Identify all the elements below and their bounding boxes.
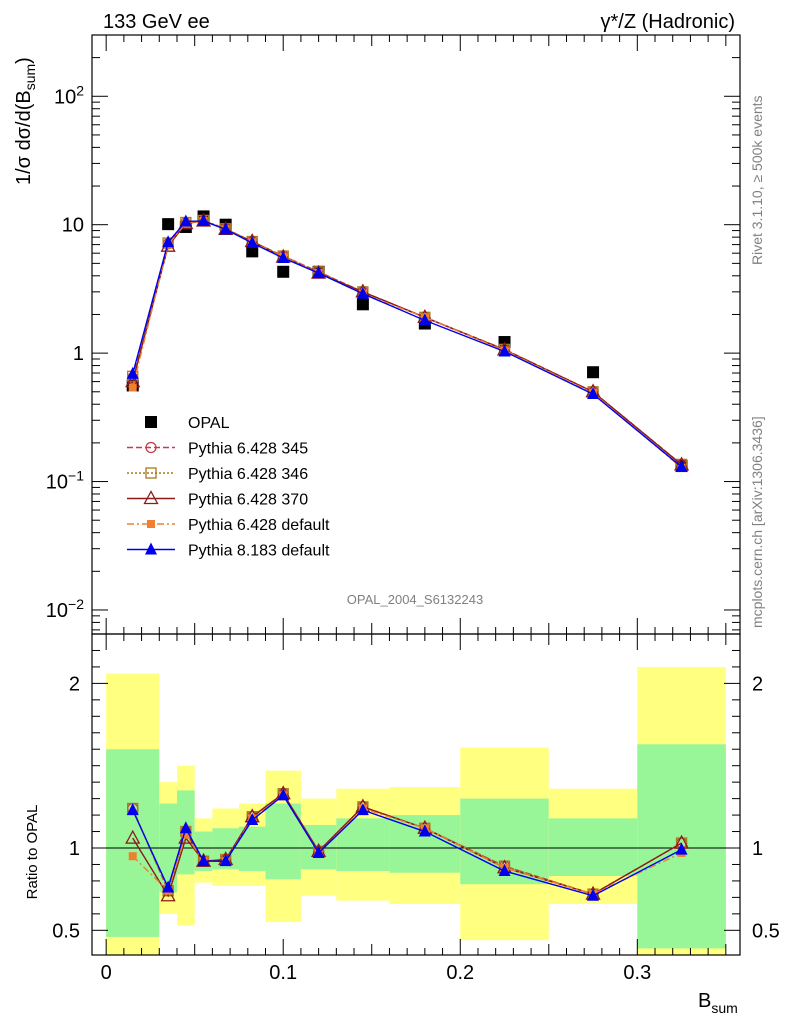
main-point-5-11	[587, 387, 600, 400]
main-point-5-4	[219, 222, 232, 235]
ratio-point-4-0	[126, 803, 139, 816]
main-point-5-6	[277, 251, 290, 264]
legend-marker-1	[145, 441, 157, 454]
mcplots-credit-text: mcplots.cern.ch [arXiv:1306.3436]	[749, 416, 765, 628]
main-ytick-label-2: 1	[73, 343, 84, 365]
main-ytick-exp-4: 2	[76, 82, 84, 98]
header-left-title: 133 GeV ee	[103, 11, 210, 33]
ratio-ytick-label-left-0: 0.5	[52, 920, 80, 942]
analysis-watermark: OPAL_2004_S6132243	[347, 592, 483, 607]
main-point-5-10	[498, 344, 511, 357]
xtick-label-1: 0.1	[269, 962, 297, 984]
main-point-5-9	[418, 313, 431, 326]
ratio-ytick-label-right-2: 2	[752, 673, 763, 695]
legend-marker-0	[145, 416, 157, 428]
main-ytick-base-0: 10	[46, 600, 68, 622]
main-point-0-11	[587, 366, 600, 379]
legend-label-0: OPAL	[188, 415, 230, 432]
main-ytick-exp-0: −2	[68, 596, 84, 612]
legend-marker-5	[145, 542, 157, 555]
main-point-5-8	[356, 286, 369, 299]
legend-label-5: Pythia 8.183 default	[188, 543, 330, 560]
legend-label-3: Pythia 6.428 370	[188, 492, 308, 509]
ratio-ytick-label-left-1: 1	[69, 838, 80, 860]
main-y-axis-label-sub: sum	[22, 64, 38, 90]
main-point-5-12	[675, 459, 688, 472]
x-axis-label-text: B	[698, 990, 711, 1012]
ratio-point-4-2	[179, 821, 192, 834]
ratio-point-4-8	[356, 803, 369, 816]
ratio-ytick-label-left-2: 2	[69, 673, 80, 695]
main-ytick-label-4: 102	[54, 82, 84, 108]
legend-label-4: Pythia 6.428 default	[188, 517, 330, 534]
main-point-5-0	[126, 366, 139, 379]
main-ytick-label-3: 10	[62, 215, 84, 237]
main-ytick-label-1: 10−1	[46, 468, 84, 494]
header-right-title: γ*/Z (Hadronic)	[601, 11, 735, 33]
rivet-version-text: Rivet 3.1.10, ≥ 500k events	[749, 95, 765, 265]
main-ytick-label-0: 10−2	[46, 596, 84, 622]
ratio-point-4-6	[277, 788, 290, 801]
ratio-ytick-label-right-1: 1	[752, 838, 763, 860]
ratio-point-4-12	[675, 842, 688, 855]
ratio-point-4-7	[312, 845, 325, 858]
x-axis-label-sub: sum	[711, 1000, 737, 1016]
legend-label-1: Pythia 6.428 345	[188, 441, 308, 458]
xtick-label-3: 0.3	[623, 962, 651, 984]
ratio-frame	[91, 633, 741, 956]
main-point-5-2	[179, 214, 192, 227]
main-y-axis-label-close: )	[13, 57, 35, 64]
legend: OPAL Pythia 6.428 345 Pythia 6.428 346 Pyth…	[127, 415, 330, 560]
main-y-axis-label: 1/σ dσ/d(Bsum)	[13, 57, 38, 185]
main-series-layer	[125, 210, 690, 473]
main-point-4-0	[128, 383, 137, 392]
main-point-0-6	[277, 265, 290, 278]
main-ytick-base-1: 10	[46, 472, 68, 494]
legend-marker-2	[145, 467, 157, 479]
ratio-ytick-label-right-0: 0.5	[752, 920, 780, 942]
ratio-point-4-4	[219, 854, 232, 867]
xtick-label-0: 0	[101, 962, 112, 984]
main-point-5-7	[312, 266, 325, 279]
ratio-point-3-2	[181, 830, 190, 839]
main-point-0-8	[356, 298, 369, 311]
ratio-point-4-9	[418, 824, 431, 837]
legend-label-2: Pythia 6.428 346	[188, 466, 308, 483]
x-axis-label: Bsum	[698, 990, 738, 1016]
main-point-5-1	[162, 235, 175, 248]
ratio-point-4-3	[197, 854, 210, 867]
ratio-point-4-11	[587, 888, 600, 901]
ratio-y-axis-label: Ratio to OPAL	[24, 805, 41, 900]
ratio-point-4-1	[162, 880, 175, 893]
ratio-point-4-10	[498, 864, 511, 877]
ratio-point-2-0	[125, 829, 141, 844]
band-green-11	[548, 818, 638, 876]
main-point-0-5	[246, 245, 259, 258]
ratio-uncertainty-bands	[106, 666, 726, 955]
legend-marker-4	[147, 520, 155, 528]
main-point-0-1	[162, 218, 175, 231]
ratio-point-4-5	[246, 813, 259, 826]
main-point-5-3	[197, 213, 210, 226]
legend-marker-3	[143, 490, 159, 505]
main-point-5-5	[246, 236, 259, 249]
main-y-axis-label-text: 1/σ dσ/d(B	[13, 90, 35, 185]
xtick-label-2: 0.2	[446, 962, 474, 984]
band-green-6	[265, 803, 301, 880]
ratio-series-layer	[125, 785, 690, 902]
main-ytick-base-4: 10	[54, 86, 76, 108]
main-ytick-exp-1: −1	[68, 468, 84, 484]
ratio-point-3-0	[128, 852, 137, 861]
